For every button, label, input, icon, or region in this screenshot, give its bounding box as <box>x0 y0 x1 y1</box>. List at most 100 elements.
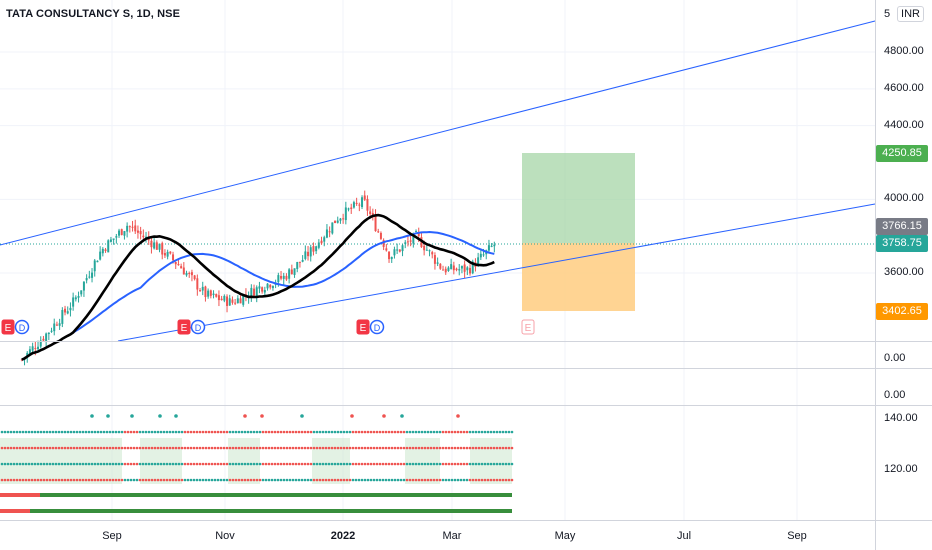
indicator-dot <box>495 446 499 450</box>
indicator-dot <box>78 462 82 466</box>
indicator-dot <box>120 462 124 466</box>
candle-body <box>39 340 42 347</box>
indicator-dot <box>66 462 70 466</box>
indicator-dot <box>144 462 148 466</box>
candle-body <box>180 266 183 269</box>
candle-body <box>339 218 342 221</box>
indicator-dot <box>27 462 31 466</box>
indicator-dot <box>423 430 427 434</box>
candle-body <box>352 202 355 208</box>
indicator-band <box>312 438 350 484</box>
indicator-dot <box>48 462 52 466</box>
indicator-dot <box>321 462 325 466</box>
pane-divider-3[interactable] <box>0 405 932 406</box>
indicator-dot <box>189 446 193 450</box>
dividend-badge <box>14 319 30 335</box>
indicator-dot <box>297 430 301 434</box>
indicator-dot <box>384 430 388 434</box>
indicator-dot <box>12 478 16 482</box>
channel-lower-line[interactable] <box>117 203 876 342</box>
indicator-dot <box>132 478 136 482</box>
pane-divider-1[interactable] <box>0 341 932 342</box>
indicator-dot <box>318 462 322 466</box>
indicator-dot <box>477 430 481 434</box>
indicator-dot <box>225 446 229 450</box>
candle <box>166 249 169 260</box>
pane-divider-2[interactable] <box>0 368 932 369</box>
candle <box>312 242 315 256</box>
indicator-band <box>228 438 260 484</box>
indicator-dot <box>504 446 508 450</box>
indicator-dot <box>327 478 331 482</box>
indicator-dot <box>36 446 40 450</box>
candle <box>288 268 291 284</box>
candle-body <box>20 359 23 361</box>
indicator-dot <box>39 430 43 434</box>
candle-body <box>285 275 288 280</box>
indicator-dot <box>69 430 73 434</box>
indicator-dot <box>42 430 46 434</box>
candle <box>231 296 234 305</box>
candle-body <box>280 276 283 279</box>
indicator-dot <box>39 446 43 450</box>
indicator-dot <box>42 462 46 466</box>
indicator-dot <box>435 478 439 482</box>
indicator-dot <box>330 446 334 450</box>
indicator-dot <box>3 430 7 434</box>
dividend-label: D <box>195 323 202 333</box>
event-markers[interactable]: E E E ED D D <box>1 319 535 335</box>
stop-zone[interactable] <box>522 243 635 311</box>
ma-short-line[interactable] <box>21 213 495 361</box>
indicator-dot <box>414 430 418 434</box>
candle-body <box>450 264 453 270</box>
indicator-dot <box>336 446 340 450</box>
candle <box>42 335 45 343</box>
indicator-dot <box>306 446 310 450</box>
indicator-dot <box>369 446 373 450</box>
indicator-dot <box>477 478 481 482</box>
candle-body <box>212 293 215 295</box>
indicator-signal-dot <box>90 414 94 418</box>
indicator-dot <box>78 478 82 482</box>
indicator-dot <box>363 430 367 434</box>
candle <box>153 238 156 250</box>
indicator-dot <box>105 478 109 482</box>
channel-upper-line[interactable] <box>0 20 876 246</box>
candle-body <box>415 231 418 233</box>
indicator-dot <box>348 478 352 482</box>
candlestick-series[interactable] <box>20 190 496 366</box>
indicator-dot <box>354 430 358 434</box>
indicator-dot <box>438 478 442 482</box>
indicator-dot <box>228 478 232 482</box>
ma-long-line[interactable] <box>21 230 495 361</box>
candle <box>271 285 274 291</box>
symbol-title[interactable]: TATA CONSULTANCY S, 1D, NSE <box>6 8 181 20</box>
indicator-dot <box>144 478 148 482</box>
candle <box>296 261 299 273</box>
indicator-dot <box>48 430 52 434</box>
candle-body <box>320 240 323 244</box>
indicator-dot <box>435 446 439 450</box>
currency-button[interactable]: INR <box>897 6 924 22</box>
trend-channel[interactable] <box>0 20 876 342</box>
candle <box>344 201 347 225</box>
indicator-dot <box>474 446 478 450</box>
indicator-dot <box>267 462 271 466</box>
candle-body <box>66 311 69 314</box>
indicator-dot <box>168 446 172 450</box>
indicator-dot <box>414 462 418 466</box>
indicator-dot <box>282 462 286 466</box>
indicator-dot <box>255 478 259 482</box>
candle <box>393 246 396 259</box>
candle-body <box>182 267 185 275</box>
indicator-dot <box>69 478 73 482</box>
target-zone[interactable] <box>522 153 635 243</box>
candle-body <box>109 239 112 242</box>
indicator-dot <box>360 446 364 450</box>
indicator-dot <box>288 462 292 466</box>
indicator-pane[interactable] <box>0 414 514 513</box>
indicator-dot <box>57 430 61 434</box>
indicator-dot <box>75 430 79 434</box>
